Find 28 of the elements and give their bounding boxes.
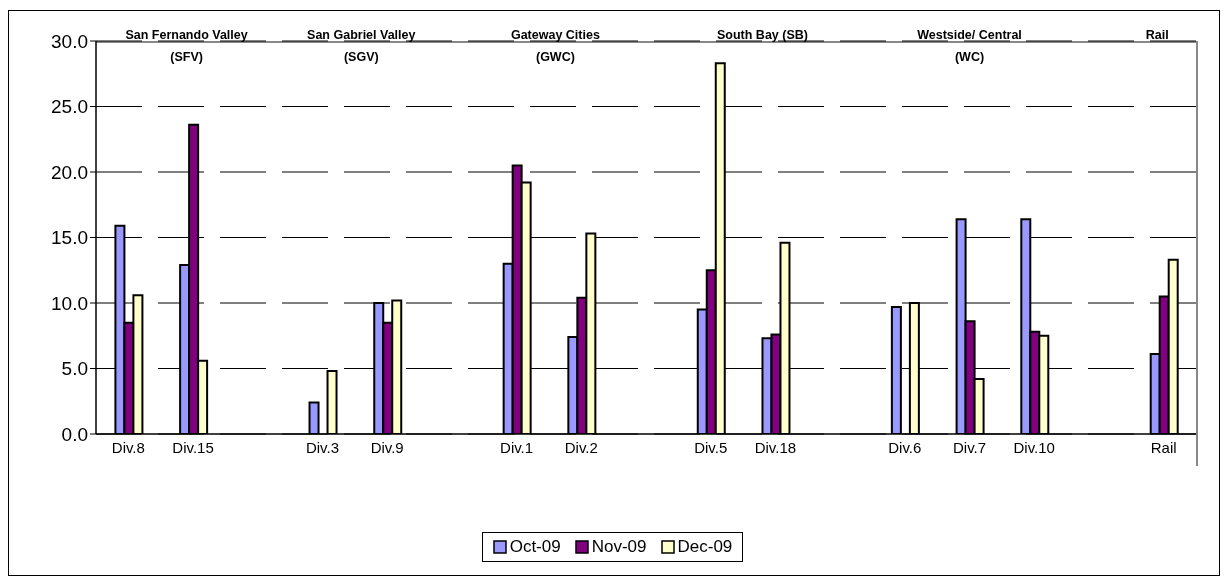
annotation: Westside/ Central (WC): [916, 27, 1023, 66]
annotation: San Fernando Valley (SFV): [124, 27, 249, 66]
y-tick-label: 10.0: [51, 292, 88, 314]
y-tick-label: 0.0: [61, 423, 88, 445]
legend-label: Dec-09: [676, 537, 733, 557]
annotation: Rail: [1144, 27, 1170, 44]
y-tick-label: 25.0: [51, 96, 88, 118]
x-tick-label: Div.3: [305, 438, 339, 456]
y-tick-label: 15.0: [51, 227, 88, 249]
x-tick-label: Div.15: [172, 438, 214, 456]
x-tick-label: Div.5: [694, 438, 728, 456]
x-tick-label: Div.8: [111, 438, 145, 456]
x-tick-label: Div.6: [888, 438, 922, 456]
y-tick-label: 20.0: [51, 161, 88, 183]
x-tick-label: Rail: [1150, 438, 1177, 456]
x-tick-label: Div.10: [1013, 438, 1055, 456]
annotation: Gateway Cities (GWC): [509, 27, 601, 66]
legend-label: Oct-09: [508, 537, 561, 557]
y-tick-label: 5.0: [61, 358, 88, 380]
x-tick-label: Div.18: [754, 438, 797, 456]
annotation: San Gabriel Valley (SGV): [306, 27, 417, 66]
x-tick-label: Div.1: [500, 438, 534, 456]
x-tick-label: Div.9: [370, 438, 404, 456]
legend-label: Nov-09: [590, 537, 647, 557]
y-tick-label: 30.0: [51, 30, 88, 52]
x-tick-label: Div.7: [953, 438, 987, 456]
annotation: South Bay (SB): [715, 27, 809, 44]
x-tick-label: Div.2: [564, 438, 598, 456]
